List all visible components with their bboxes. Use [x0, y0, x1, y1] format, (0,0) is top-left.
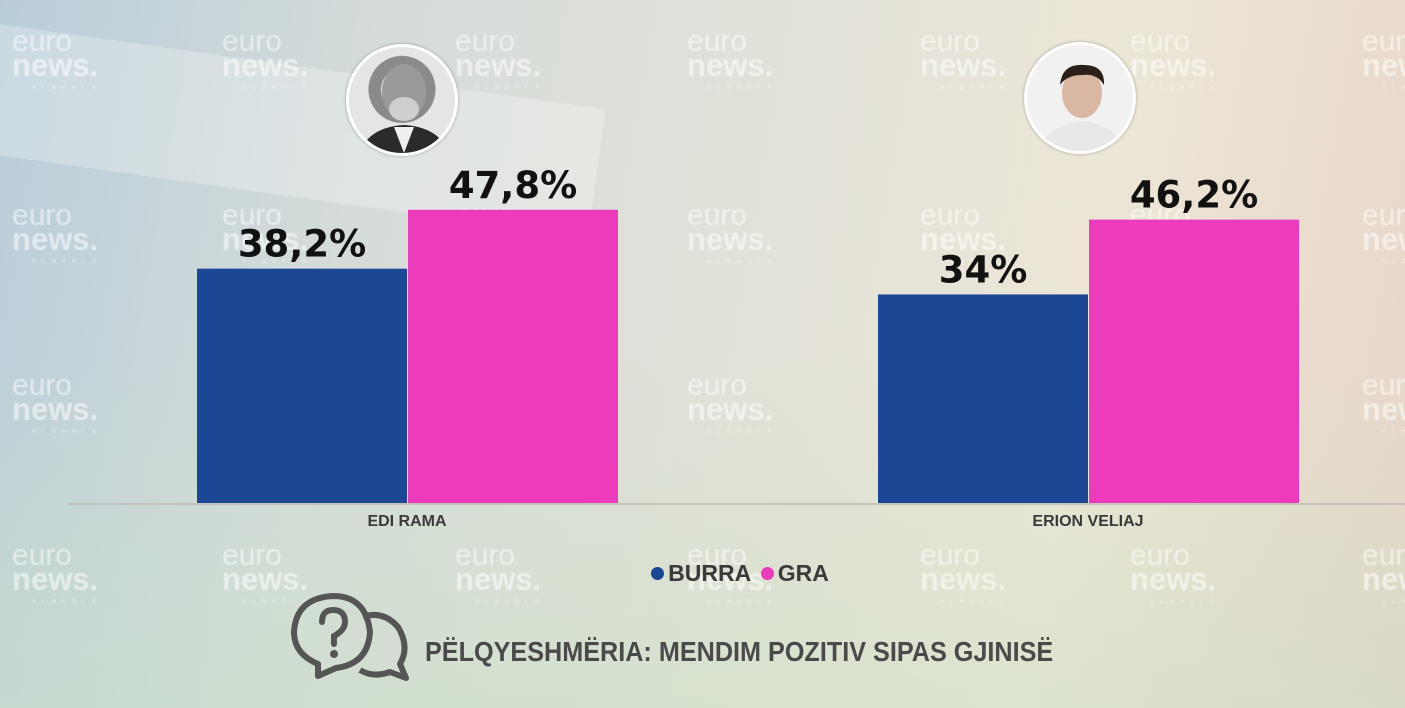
bar-burra-1: [878, 294, 1088, 503]
bar-burra-0: [197, 268, 407, 503]
legend-item-burra: BURRA: [651, 560, 750, 586]
data-label: 47,8%: [449, 164, 577, 207]
bar-gra-0: [408, 209, 618, 503]
category-label: EDI RAMA: [367, 513, 447, 530]
chart-legend: BURRA GRA: [75, 560, 1405, 587]
legend-swatch-gra: [760, 567, 774, 581]
question-chat-bubbles-icon: [291, 593, 409, 681]
data-label: 38,2%: [238, 223, 366, 266]
legend-item-gra: GRA: [757, 560, 829, 586]
data-label: 34%: [939, 248, 1028, 291]
bar-gra-1: [1089, 219, 1299, 504]
legend-label-burra: BURRA: [668, 560, 751, 586]
data-label: 46,2%: [1130, 174, 1258, 217]
chart-title: PËLQYESHMËRIA: MENDIM POZITIV SIPAS GJIN…: [425, 636, 1054, 667]
avatar-edi-rama: [346, 44, 458, 156]
legend-swatch-burra: [651, 567, 665, 581]
avatar-erion-veliaj: [1024, 42, 1136, 154]
category-label: ERION VELIAJ: [1032, 513, 1143, 530]
legend-label-gra: GRA: [777, 560, 829, 586]
